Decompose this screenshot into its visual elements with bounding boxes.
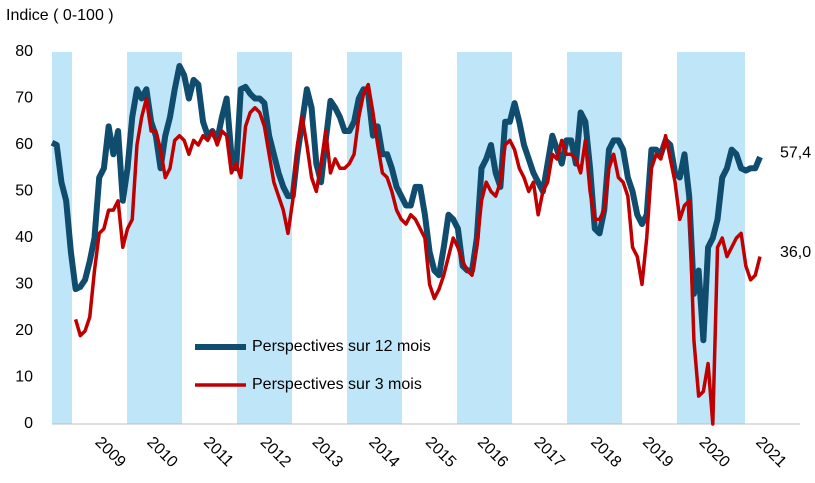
y-tick-label: 40 <box>15 229 33 246</box>
x-tick-label: 2013 <box>309 434 346 471</box>
y-axis-label: Indice ( 0-100 ) <box>6 7 114 24</box>
legend-label: Perspectives sur 12 mois <box>252 338 431 355</box>
band <box>457 52 512 424</box>
x-tick-label: 2009 <box>92 434 129 471</box>
value-label: 57,4 <box>780 144 811 161</box>
series-line <box>73 82 762 426</box>
x-tick-label: 2012 <box>257 434 294 471</box>
legend-label: Perspectives sur 3 mois <box>252 376 422 393</box>
x-tick-label: 2021 <box>752 434 789 471</box>
y-tick-label: 60 <box>15 136 33 153</box>
y-tick-label: 0 <box>24 415 33 432</box>
y-tick-label: 30 <box>15 276 33 293</box>
x-tick-label: 2014 <box>365 434 402 471</box>
x-tick-label: 2020 <box>696 434 733 471</box>
y-tick-label: 10 <box>15 369 33 386</box>
x-tick-label: 2011 <box>200 434 236 470</box>
band <box>567 52 622 424</box>
x-tick-label: 2016 <box>474 434 511 471</box>
y-tick-label: 20 <box>15 322 33 339</box>
x-tick-label: 2017 <box>530 434 567 471</box>
x-tick-label: 2018 <box>587 434 624 471</box>
series-line <box>50 62 763 344</box>
shaded-bands <box>52 52 745 424</box>
x-tick-label: 2015 <box>422 434 459 471</box>
y-tick-label: 70 <box>15 90 33 107</box>
y-tick-label: 80 <box>15 43 33 60</box>
x-tick-label: 2019 <box>639 434 676 471</box>
x-tick-label: 2010 <box>143 434 180 471</box>
y-tick-label: 50 <box>15 183 33 200</box>
value-label: 36,0 <box>780 244 811 261</box>
